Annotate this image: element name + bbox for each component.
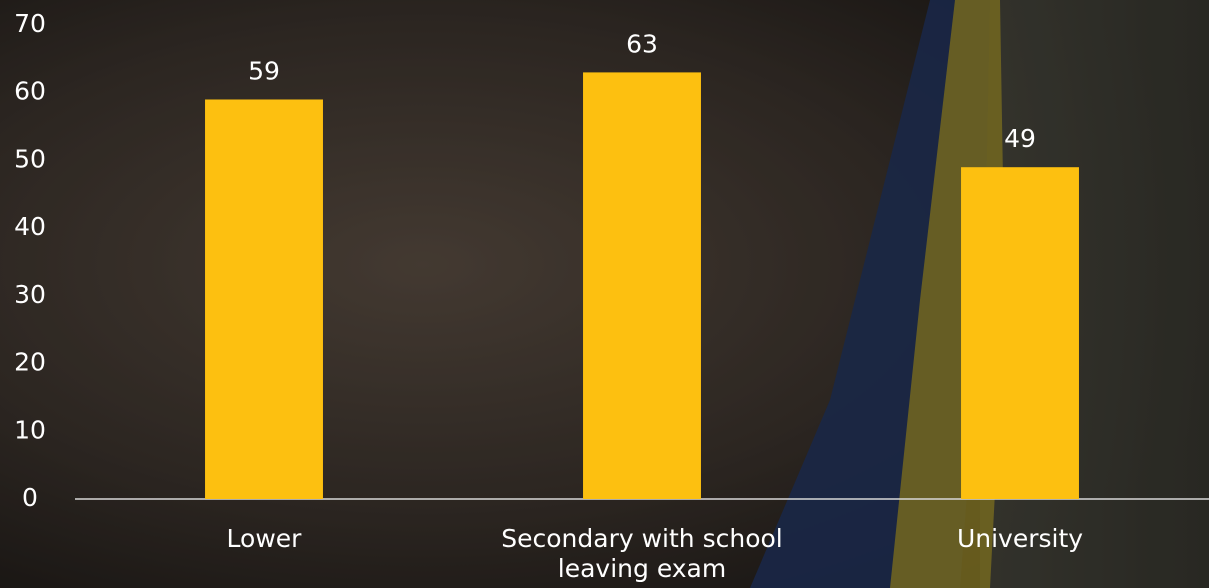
- y-tick-label: 50: [14, 144, 46, 173]
- y-tick-label: 0: [22, 483, 38, 512]
- bar: [583, 72, 701, 499]
- chart-page: 0 10 20 30 40 50 60 70 59 63 49 Lower Secondary wit…: [0, 0, 1209, 588]
- value-label: 59: [248, 56, 280, 85]
- value-label: 63: [626, 29, 658, 58]
- bar: [961, 167, 1079, 499]
- bar: [205, 99, 323, 499]
- y-tick-label: 20: [14, 348, 46, 377]
- x-tick-label: Lower: [94, 524, 434, 554]
- x-tick-label: Secondary with school leaving exam: [472, 524, 812, 584]
- y-tick-label: 30: [14, 280, 46, 309]
- y-tick-label: 60: [14, 77, 46, 106]
- y-tick-label: 40: [14, 212, 46, 241]
- value-label: 49: [1004, 124, 1036, 153]
- chart: 0 10 20 30 40 50 60 70 59 63 49: [0, 0, 1209, 588]
- y-tick-label: 10: [14, 415, 46, 444]
- y-tick-label: 70: [14, 9, 46, 38]
- x-tick-label: University: [850, 524, 1190, 554]
